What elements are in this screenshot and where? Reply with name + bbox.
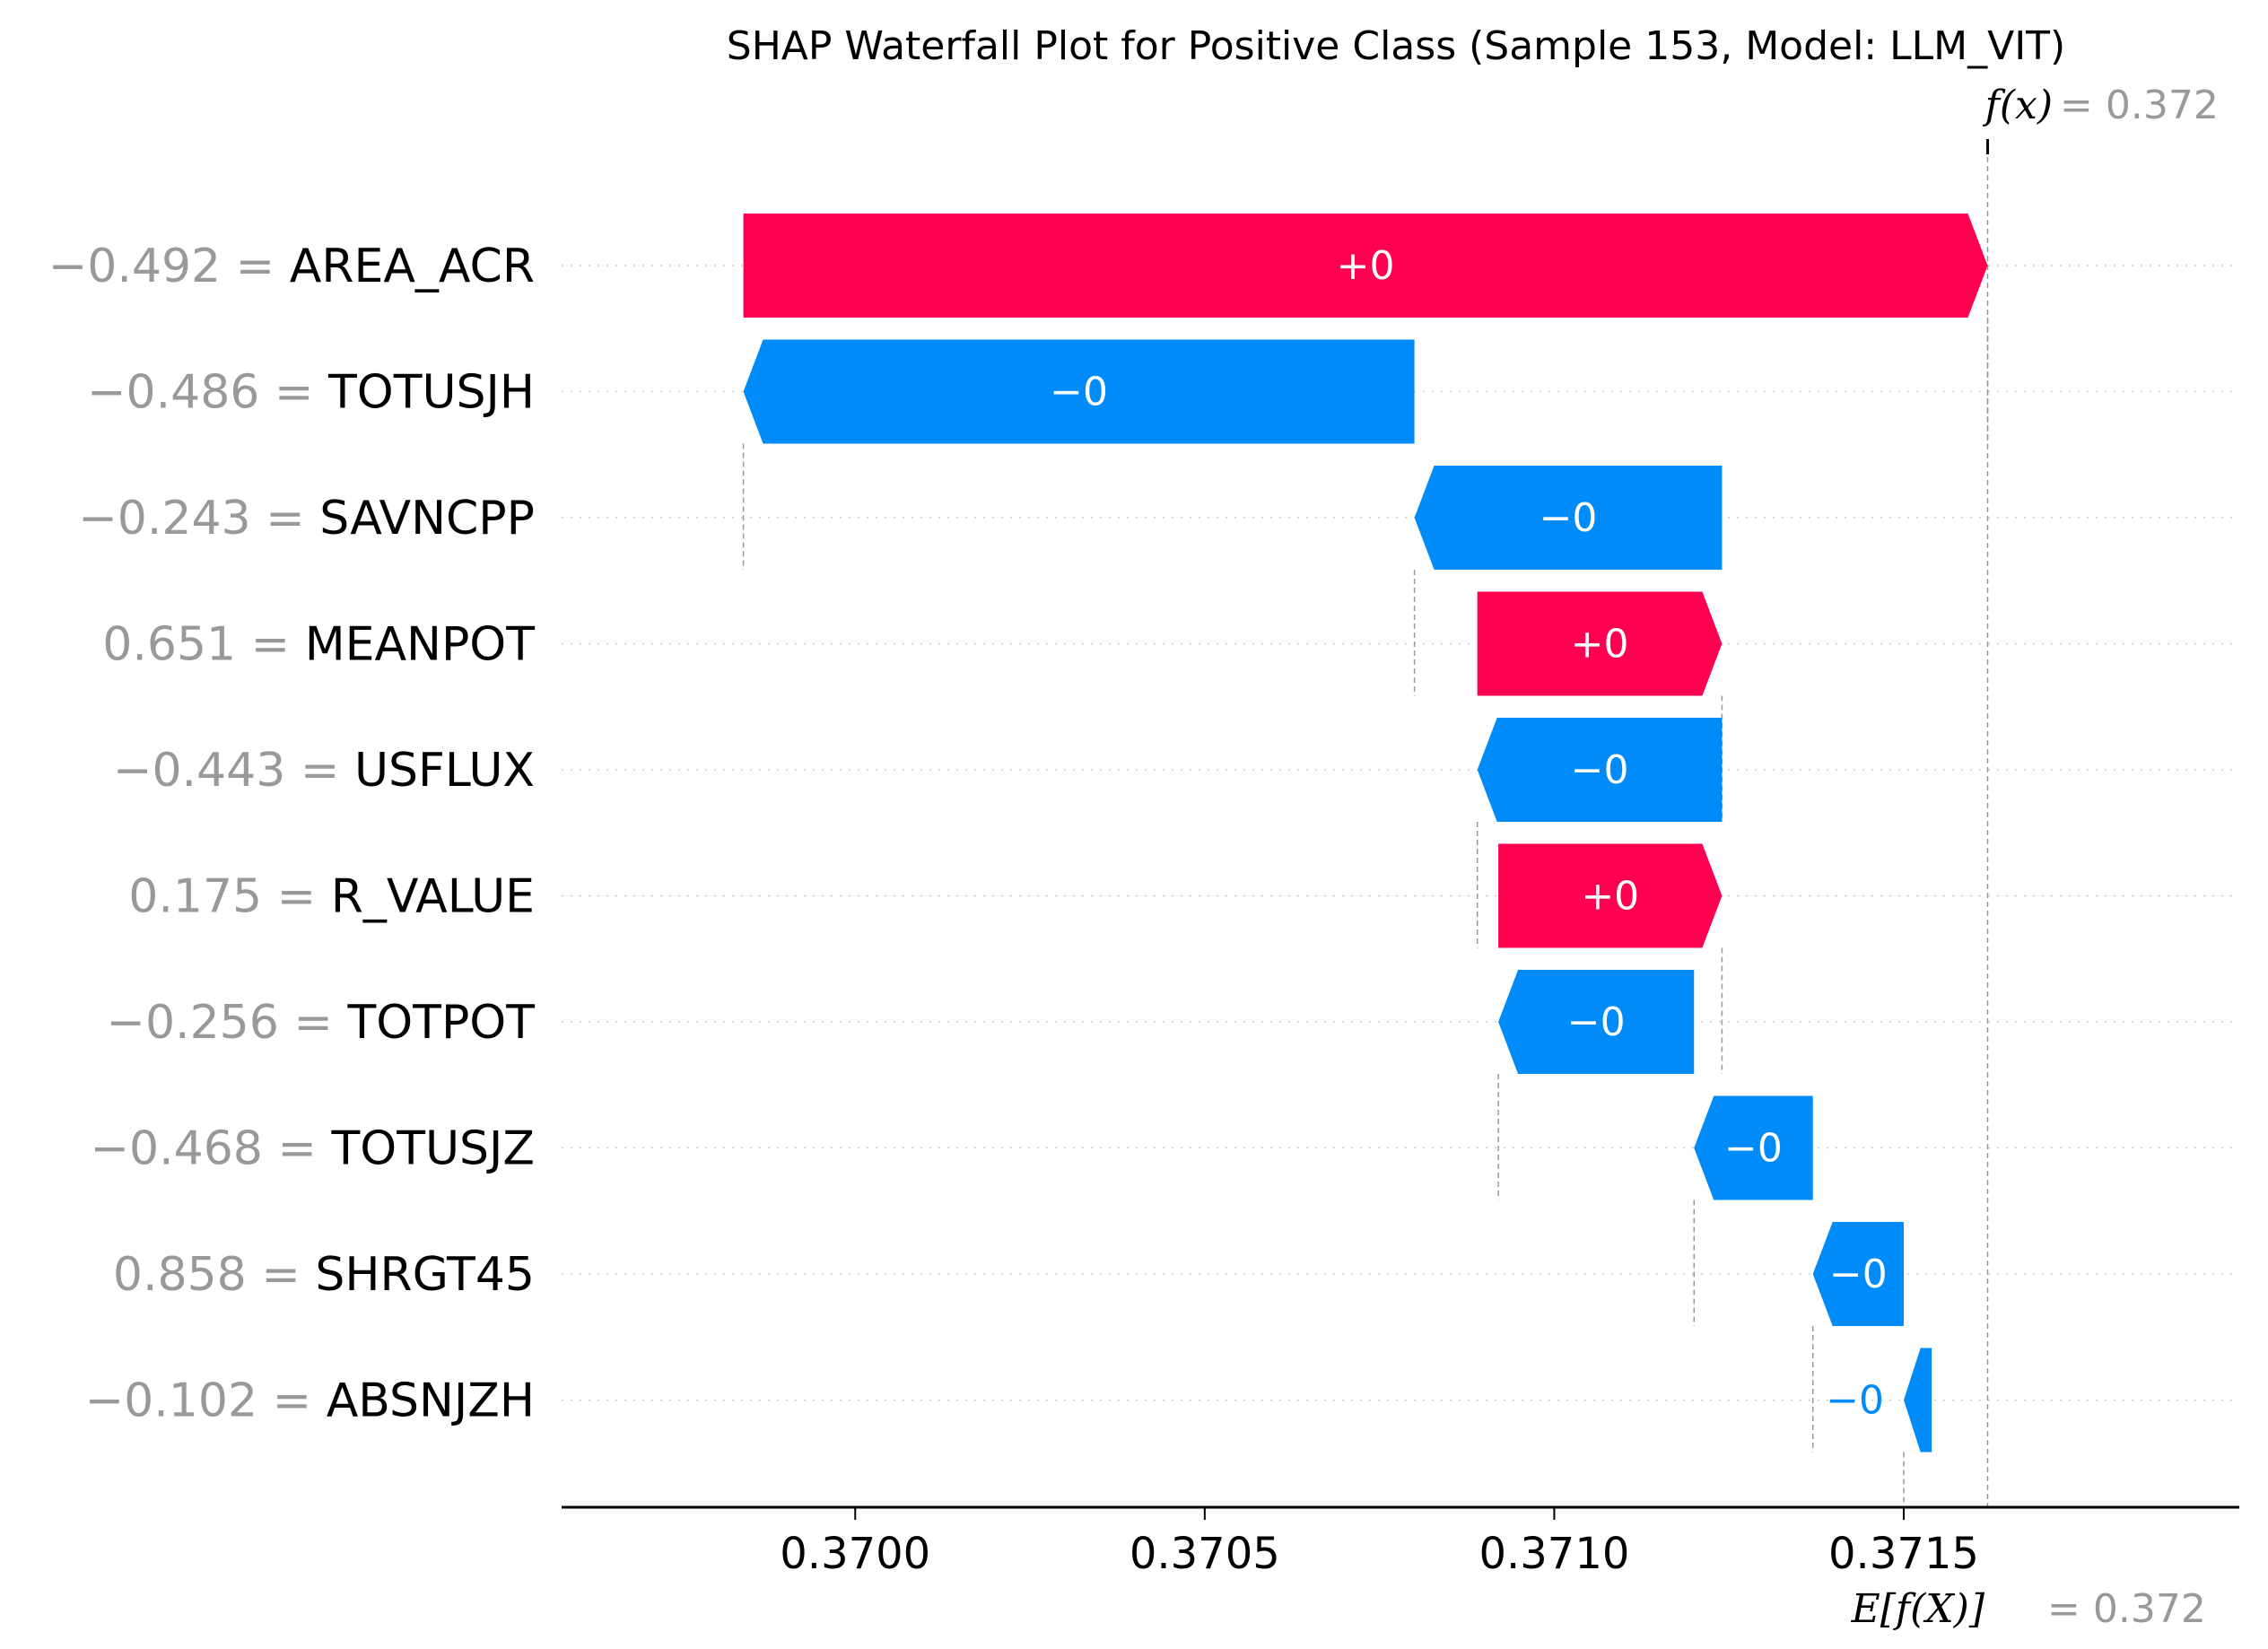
feature-name: R_VALUE — [331, 870, 535, 924]
x-ticks: 0.3700 0.3705 0.3710 0.3715 — [780, 1507, 1979, 1579]
feature-label: −0.256 = TOTPOT — [106, 996, 535, 1050]
feature-labels: +0 −0.492 = AREA_ACR −0 −0.486 = TOTUSJH −0 −… — [48, 240, 1888, 1428]
waterfall-bar — [1812, 1222, 1904, 1326]
feature-value: −0.243 = — [78, 492, 319, 545]
feature-name: ABSNJZH — [327, 1374, 535, 1428]
feature-value: −0.492 = — [48, 240, 290, 293]
feature-name: USFLUX — [354, 744, 535, 798]
feature-label: −0.443 = USFLUX — [113, 744, 535, 798]
x-tick-label: 0.3710 — [1479, 1529, 1629, 1579]
feature-label: 0.175 = R_VALUE — [128, 870, 535, 924]
bars — [743, 214, 1988, 1453]
connector-lines — [742, 139, 1989, 1507]
feature-value: 0.175 = — [128, 870, 331, 924]
fx-symbol: f(x) — [1983, 83, 2053, 128]
waterfall-bar — [1477, 718, 1723, 822]
waterfall-bar — [1694, 1095, 1813, 1200]
bar-value-label: +0 — [1337, 243, 1395, 289]
feature-label: −0.468 = TOTUSJZ — [90, 1122, 535, 1176]
efx-symbol: E[f(X)] — [1851, 1586, 1985, 1632]
feature-value: 0.858 = — [113, 1248, 316, 1302]
x-axis: 0.3700 0.3705 0.3710 0.3715 — [562, 1505, 2239, 1579]
bar-value-label: −0 — [1567, 999, 1626, 1045]
bar-value-label: −0 — [1829, 1252, 1888, 1297]
bar-value-label: +0 — [1571, 622, 1629, 667]
waterfall-bar — [1498, 970, 1695, 1074]
feature-label: 0.651 = MEANPOT — [102, 618, 535, 672]
waterfall-bar — [743, 339, 1415, 444]
feature-label: −0.243 = SAVNCPP — [78, 492, 535, 545]
x-tick-label: 0.3700 — [780, 1529, 930, 1579]
bar-value-label: −0 — [1050, 370, 1108, 415]
waterfall-bar — [1477, 591, 1723, 696]
chart-title: SHAP Waterfall Plot for Positive Class (… — [727, 23, 2065, 69]
efx-label: E[f(X)] = 0.372 — [1851, 1586, 2206, 1632]
feature-value: 0.651 = — [102, 618, 305, 672]
feature-value: −0.256 = — [106, 996, 347, 1050]
feature-name: SHRGT45 — [315, 1248, 535, 1302]
bar-value-label: −0 — [1724, 1126, 1783, 1172]
feature-value: −0.486 = — [87, 366, 328, 420]
x-tick-label: 0.3705 — [1130, 1529, 1280, 1579]
feature-label: 0.858 = SHRGT45 — [113, 1248, 535, 1302]
fx-label: f(x) = 0.372 — [1983, 83, 2219, 128]
feature-name: TOTUSJH — [327, 366, 535, 420]
feature-name: SAVNCPP — [319, 492, 535, 545]
waterfall-bar — [743, 214, 1988, 318]
feature-label: −0.492 = AREA_ACR — [48, 240, 535, 293]
feature-label: −0.102 = ABSNJZH — [85, 1374, 535, 1428]
feature-value: −0.102 = — [85, 1374, 327, 1428]
efx-value: = 0.372 — [2047, 1586, 2206, 1632]
feature-name: MEANPOT — [305, 618, 535, 672]
bar-value-label: −0 — [1540, 495, 1598, 541]
feature-name: TOTUSJZ — [331, 1122, 535, 1176]
feature-value: −0.468 = — [90, 1122, 331, 1176]
fx-value: = 0.372 — [2060, 83, 2219, 128]
waterfall-bar — [1498, 843, 1723, 948]
bar-value-label: −0 — [1571, 747, 1629, 793]
x-tick-label: 0.3715 — [1828, 1529, 1979, 1579]
feature-label: −0.486 = TOTUSJH — [87, 366, 535, 420]
feature-value: −0.443 = — [113, 744, 354, 798]
feature-name: AREA_ACR — [290, 240, 535, 293]
bar-value-label: −0 — [1826, 1378, 1884, 1424]
waterfall-bar — [1414, 466, 1723, 570]
feature-name: TOTPOT — [346, 996, 535, 1050]
bar-value-label: +0 — [1581, 874, 1639, 920]
waterfall-bar — [1904, 1348, 1932, 1453]
